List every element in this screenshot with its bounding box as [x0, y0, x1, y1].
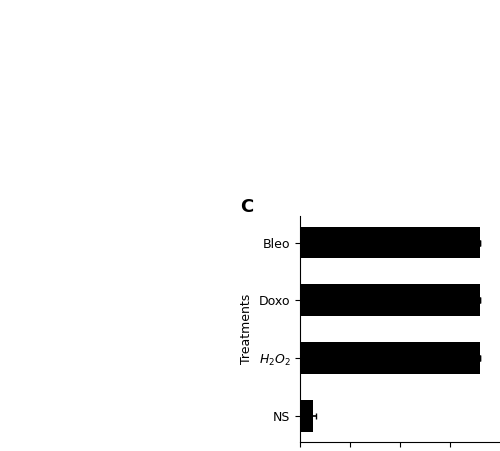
Bar	[300, 342, 480, 374]
Y-axis label: Treatments: Treatments	[240, 294, 253, 364]
Bar	[300, 227, 480, 258]
Text: C: C	[240, 198, 254, 216]
Bar	[300, 285, 480, 316]
Bar	[300, 400, 312, 432]
